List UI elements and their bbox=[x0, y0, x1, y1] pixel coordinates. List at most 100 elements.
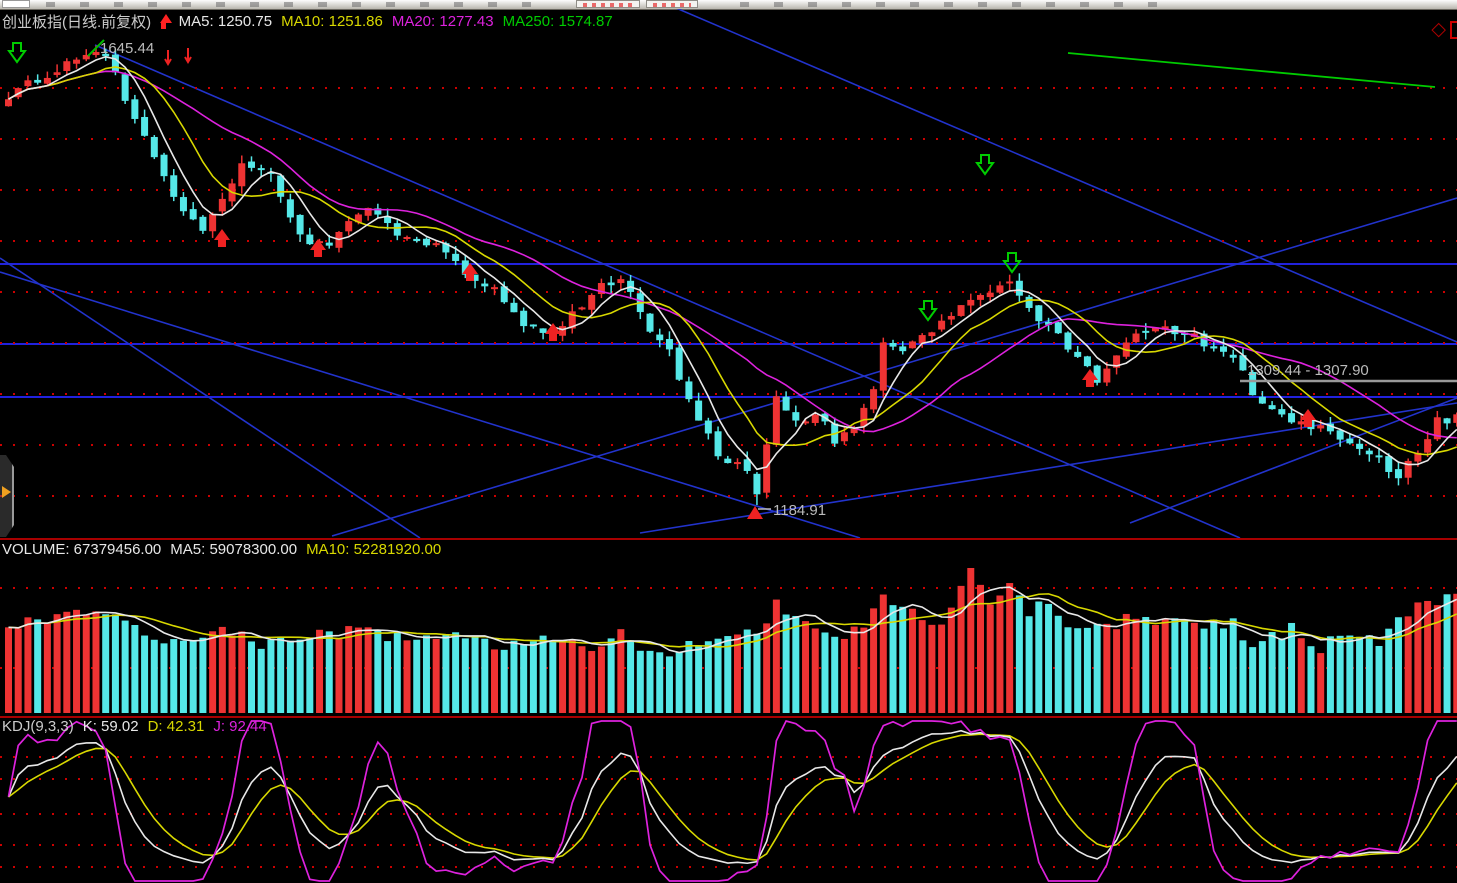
small-down-arrow-icon bbox=[184, 48, 192, 64]
volume-bar bbox=[1268, 632, 1276, 713]
diamond-icon[interactable]: ◇ bbox=[1431, 19, 1446, 40]
candle-body bbox=[996, 285, 1004, 293]
volume-bar bbox=[1122, 613, 1130, 713]
measure-range-label: 1309.44 - 1307.90 bbox=[1247, 362, 1369, 379]
candle-body bbox=[345, 221, 353, 232]
candle-body bbox=[277, 175, 285, 197]
volume-bar bbox=[1151, 624, 1159, 713]
candle-body bbox=[1288, 413, 1296, 423]
candle-body bbox=[111, 54, 119, 73]
trendline bbox=[0, 257, 421, 538]
sidebar-expand-tab[interactable] bbox=[0, 455, 14, 537]
volume-bar bbox=[364, 627, 372, 713]
trendline bbox=[94, 44, 1241, 538]
price-chart-canvas[interactable]: 1645.44 1184.91 1309.44 - 1307.90 bbox=[0, 9, 1457, 538]
candle-body bbox=[1258, 396, 1266, 404]
candle-body bbox=[588, 294, 596, 310]
candle-body bbox=[170, 175, 178, 197]
candle-body bbox=[1268, 405, 1276, 410]
price-pane-header: 创业板指(日线.前复权) MA5: 1250.75 MA10: 1251.86 … bbox=[2, 11, 613, 32]
volume-bar bbox=[374, 630, 382, 713]
volume-bar bbox=[325, 631, 333, 713]
volume-bar bbox=[685, 641, 693, 713]
candle-body bbox=[908, 341, 916, 349]
volume-bar bbox=[879, 594, 887, 713]
candle-body bbox=[364, 207, 372, 216]
volume-bar bbox=[1326, 636, 1334, 713]
candle-body bbox=[442, 243, 450, 253]
candle-body bbox=[1394, 469, 1402, 479]
volume-bar bbox=[403, 640, 411, 713]
candle-body bbox=[889, 342, 897, 347]
volume-bar bbox=[209, 631, 217, 713]
toolbar-icon[interactable] bbox=[2, 0, 30, 8]
volume-bar bbox=[141, 635, 149, 713]
volume-bar bbox=[831, 636, 839, 713]
volume-bar bbox=[967, 568, 975, 713]
candle-body bbox=[1083, 356, 1091, 367]
volume-ma5: MA5: 59078300.00 bbox=[170, 541, 298, 558]
pane-separator[interactable] bbox=[0, 716, 1457, 718]
kdj-d-line bbox=[8, 733, 1457, 861]
volume-bar bbox=[1210, 619, 1218, 713]
volume-bar bbox=[811, 628, 819, 713]
candle-body bbox=[481, 283, 489, 287]
volume-bar bbox=[1083, 627, 1091, 713]
volume-bar bbox=[248, 641, 255, 713]
candle-body bbox=[461, 260, 469, 275]
pane-separator[interactable] bbox=[0, 538, 1457, 540]
candle-body bbox=[529, 324, 537, 327]
volume-bar bbox=[1064, 627, 1072, 713]
volume-bar bbox=[1356, 636, 1364, 713]
candle-body bbox=[209, 214, 217, 232]
candle-body bbox=[1151, 327, 1159, 332]
volume-bar bbox=[442, 634, 450, 713]
candle-body bbox=[772, 396, 780, 445]
candle-body bbox=[1336, 430, 1344, 440]
volume-bar bbox=[977, 584, 984, 713]
volume-bar bbox=[1200, 628, 1208, 713]
volume-bar bbox=[947, 607, 955, 713]
candle-body bbox=[714, 431, 722, 457]
candle-body bbox=[141, 117, 149, 136]
volume-bar bbox=[743, 629, 751, 713]
kdj-chart-canvas[interactable] bbox=[0, 718, 1457, 883]
menu-text-fragments bbox=[740, 2, 1160, 7]
candle-body bbox=[1142, 330, 1150, 333]
candle-body bbox=[24, 80, 32, 87]
volume-bar bbox=[597, 646, 605, 713]
green-tick-mark bbox=[87, 39, 105, 57]
candle-body bbox=[792, 412, 800, 421]
volume-bar bbox=[850, 626, 858, 713]
kdj-pane-header: KDJ(9,3,3) K: 59.02 D: 42.31 J: 92.44 bbox=[2, 718, 267, 735]
candle-body bbox=[578, 307, 586, 310]
candle-body bbox=[928, 332, 936, 337]
candle-body bbox=[14, 88, 22, 98]
volume-bar bbox=[520, 644, 528, 713]
volume-bar bbox=[763, 623, 771, 713]
volume-bar bbox=[277, 637, 285, 713]
volume-bar bbox=[1171, 618, 1179, 713]
candle-body bbox=[510, 302, 518, 313]
candle-body bbox=[1025, 296, 1033, 308]
index-quote-button-2[interactable] bbox=[646, 0, 698, 8]
sell-signal-arrow-icon bbox=[7, 42, 27, 64]
low-point-triangle-icon bbox=[747, 506, 763, 519]
candle-body bbox=[1385, 456, 1393, 472]
candle-body bbox=[471, 274, 479, 281]
candle-body bbox=[1404, 460, 1412, 478]
volume-bar bbox=[734, 634, 741, 713]
volume-bar bbox=[889, 605, 897, 713]
candle-body bbox=[1424, 439, 1432, 453]
small-down-arrow-icon bbox=[164, 50, 172, 66]
index-quote-button-1[interactable] bbox=[576, 0, 640, 8]
volume-chart-canvas[interactable] bbox=[0, 540, 1457, 716]
candle-body bbox=[306, 234, 314, 245]
ma5-value: MA5: 1250.75 bbox=[178, 13, 273, 30]
volume-bar bbox=[345, 626, 353, 713]
candle-body bbox=[1200, 333, 1208, 347]
buy-signal-arrow-icon bbox=[1082, 369, 1098, 387]
volume-bar bbox=[568, 639, 576, 713]
candle-body bbox=[967, 299, 975, 306]
volume-bar bbox=[588, 651, 596, 713]
